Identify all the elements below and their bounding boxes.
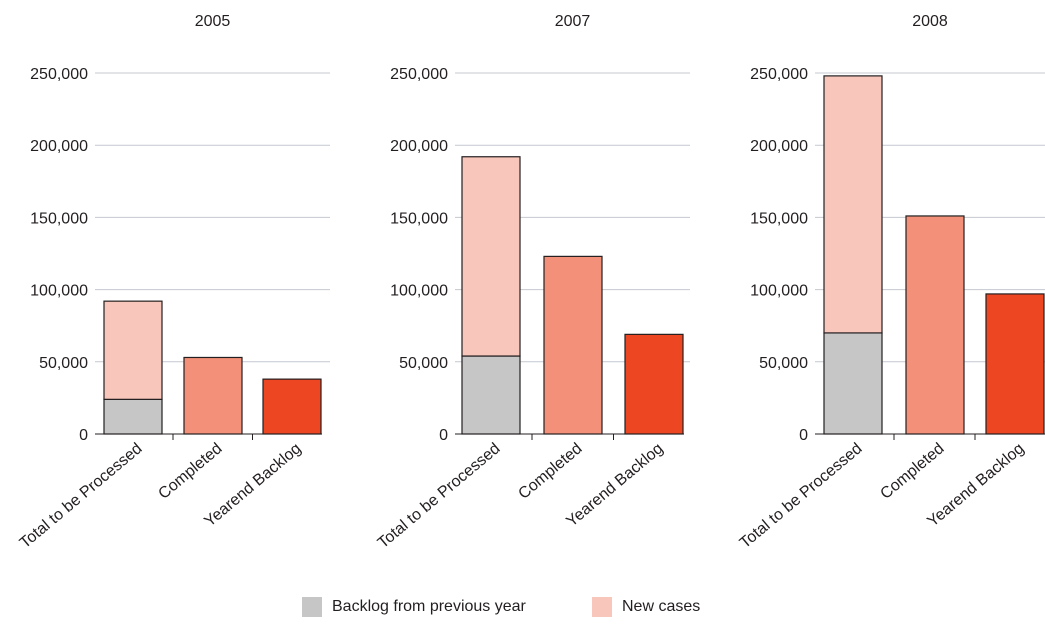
bar-yearend-backlog-yearend-backlog — [985, 293, 1045, 435]
bar-total-to-be-processed-backlog-from-previous-year — [103, 398, 163, 435]
y-tick-label: 150,000 — [750, 210, 808, 227]
y-tick-label: 150,000 — [390, 210, 448, 227]
x-tick-label: Total to be Processed — [737, 440, 866, 552]
legend-swatch-new-cases — [592, 597, 612, 617]
chart-title: 2008 — [912, 13, 948, 30]
legend-item-new-cases: New cases — [592, 594, 700, 620]
chart-title: 2005 — [195, 13, 231, 30]
y-tick-label: 200,000 — [750, 138, 808, 155]
bar-yearend-backlog-yearend-backlog — [262, 378, 322, 435]
chart-panel-2007: 2007 0 50,000 100,000 150,000 200,000 250,000 T… — [375, 13, 690, 552]
y-tick-label: 150,000 — [30, 210, 88, 227]
legend-label-new-cases: New cases — [622, 598, 701, 615]
y-tick-label: 0 — [439, 427, 448, 444]
y-tick-label: 0 — [799, 427, 808, 444]
y-tick-label: 250,000 — [30, 66, 88, 83]
y-tick-label: 100,000 — [750, 283, 808, 300]
y-tick-label: 0 — [79, 427, 88, 444]
y-tick-label: 200,000 — [30, 138, 88, 155]
bar-completed-completed — [543, 255, 603, 435]
x-tick-label: Total to be Processed — [375, 440, 504, 552]
bar-total-to-be-processed-backlog-from-previous-year — [823, 332, 883, 435]
bar-completed-completed — [905, 215, 965, 435]
bar-total-to-be-processed-new-cases — [461, 156, 521, 357]
bar-total-to-be-processed-backlog-from-previous-year — [461, 355, 521, 435]
y-tick-label: 250,000 — [750, 66, 808, 83]
chart-panel-2008: 2008 0 50,000 100,000 150,000 200,000 250,000 T… — [737, 13, 1045, 552]
x-tick-label: Completed — [155, 440, 225, 503]
y-tick-label: 100,000 — [30, 283, 88, 300]
y-tick-label: 250,000 — [390, 66, 448, 83]
bar-completed-completed — [183, 356, 243, 435]
bar-yearend-backlog-yearend-backlog — [624, 333, 684, 435]
x-tick-label: Completed — [515, 440, 585, 503]
chart-title: 2007 — [555, 13, 591, 30]
y-tick-label: 50,000 — [39, 355, 88, 372]
y-tick-label: 100,000 — [390, 283, 448, 300]
legend-swatch-backlog — [302, 597, 322, 617]
chart-canvas: 2005 0 50,000 100,000 150,000 200,000 250,000 T… — [17, 13, 1045, 552]
chart-panel-2005: 2005 0 50,000 100,000 150,000 200,000 250,000 T… — [17, 13, 330, 552]
legend-item-backlog: Backlog from previous year — [302, 594, 526, 620]
x-tick-label: Total to be Processed — [17, 440, 146, 552]
y-tick-label: 50,000 — [759, 355, 808, 372]
legend-label-backlog: Backlog from previous year — [332, 598, 526, 615]
y-tick-label: 200,000 — [390, 138, 448, 155]
y-tick-label: 50,000 — [399, 355, 448, 372]
x-tick-label: Completed — [877, 440, 947, 503]
bar-total-to-be-processed-new-cases — [103, 300, 163, 400]
bar-total-to-be-processed-new-cases — [823, 75, 883, 334]
